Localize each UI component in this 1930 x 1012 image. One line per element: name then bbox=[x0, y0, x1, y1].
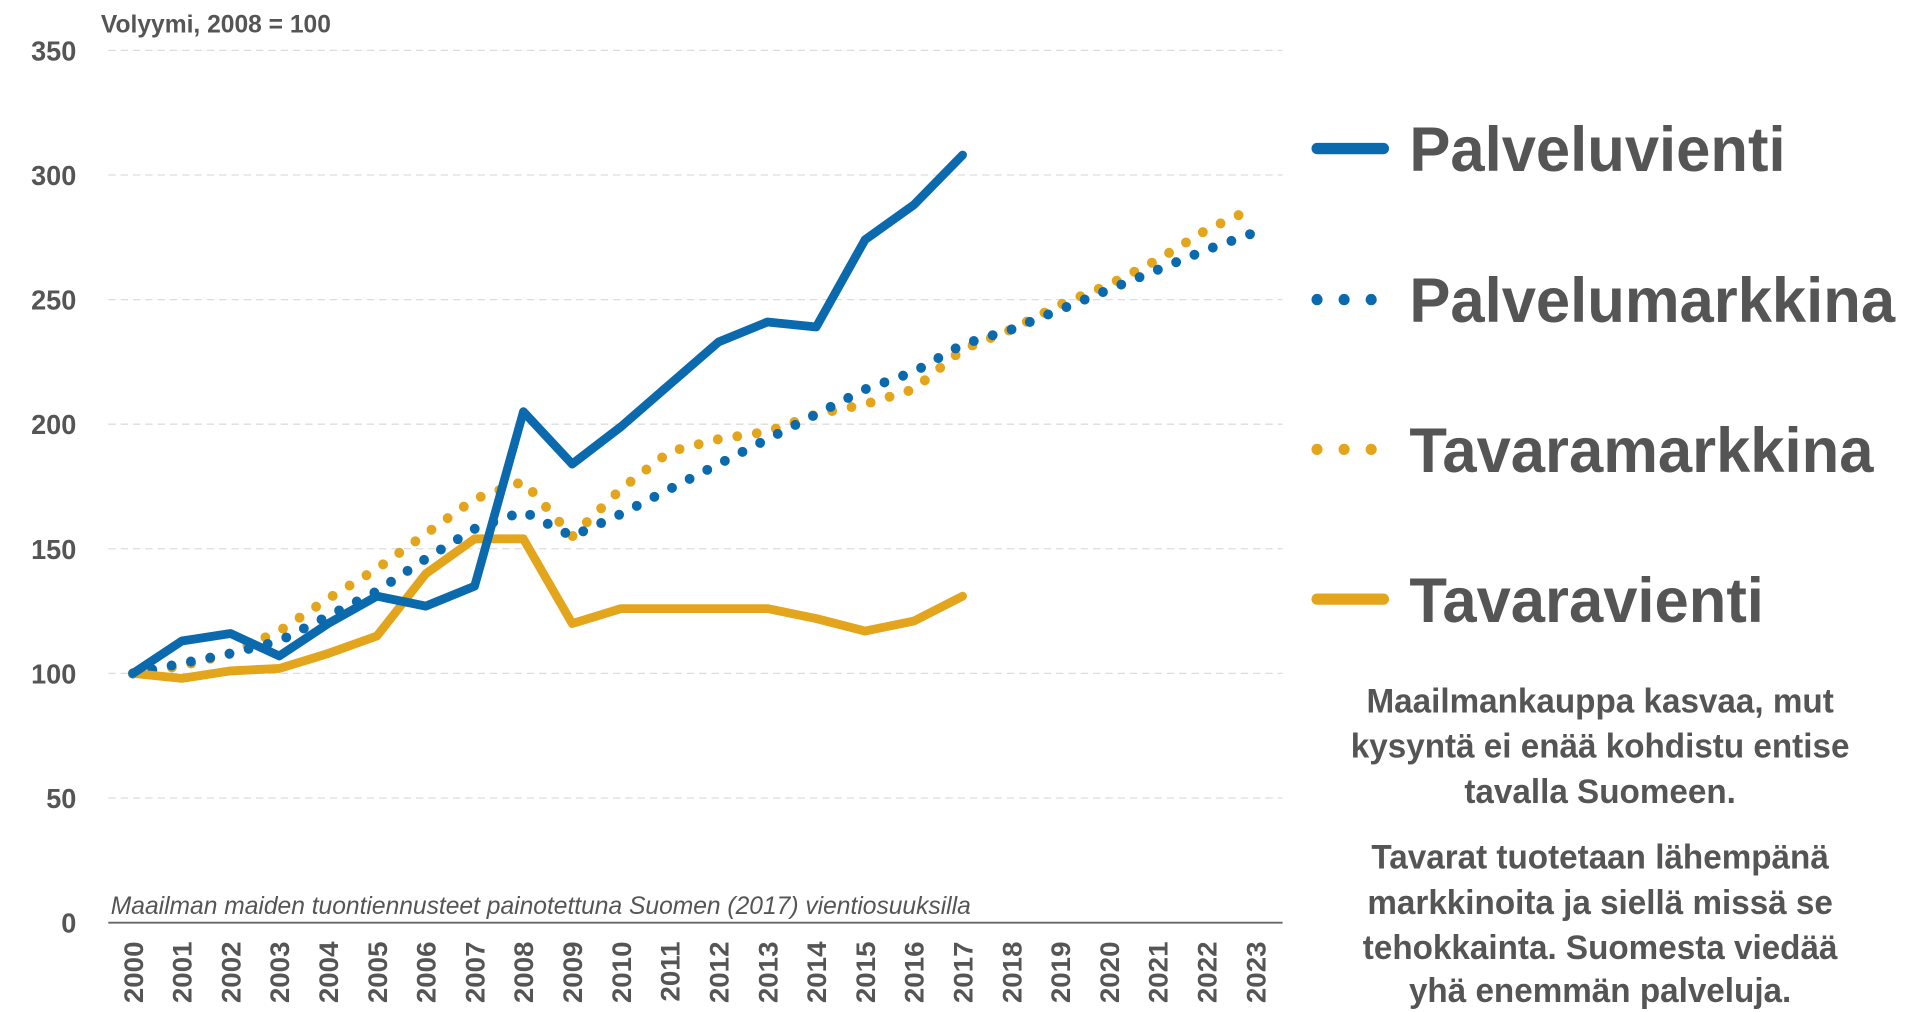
x-tick-label: 2014 bbox=[801, 941, 832, 1003]
x-tick-label: 2003 bbox=[264, 942, 295, 1004]
x-tick-label: 2000 bbox=[118, 942, 149, 1004]
y-tick-label: 200 bbox=[31, 409, 76, 440]
note: Maailman maiden tuontiennusteet painotet… bbox=[111, 892, 971, 920]
x-tick-label: 2019 bbox=[1045, 942, 1076, 1004]
legend-label: Palvelumarkkina bbox=[1409, 267, 1895, 337]
x-tick-label: 2009 bbox=[557, 942, 588, 1004]
line bbox=[128, 534, 967, 683]
x-tick-label: 2007 bbox=[460, 942, 491, 1004]
dotted-line bbox=[128, 227, 1261, 679]
x-tick-label: 2008 bbox=[509, 942, 540, 1004]
annotation: yhä enemmän palveluja. bbox=[1409, 973, 1791, 1010]
line bbox=[128, 150, 967, 678]
x-tick-label: 2021 bbox=[1143, 942, 1174, 1004]
y-tick-label: 250 bbox=[31, 284, 76, 315]
y-tick-label: 150 bbox=[31, 534, 76, 565]
x-tick-label: 2004 bbox=[313, 941, 344, 1003]
x-tick-label: 2022 bbox=[1192, 942, 1223, 1004]
legend-label: Tavaravienti bbox=[1409, 566, 1764, 636]
y-tick-label: 0 bbox=[61, 907, 76, 938]
y-tick-label: 50 bbox=[46, 783, 76, 814]
annotation: Maailmankauppa kasvaa, mut bbox=[1366, 683, 1833, 720]
x-tick-label: 2006 bbox=[411, 942, 442, 1004]
y-tick-label: 100 bbox=[31, 658, 76, 689]
x-tick-label: 2023 bbox=[1241, 942, 1272, 1004]
x-tick-label: 2010 bbox=[606, 942, 637, 1004]
annotation: tavalla Suomeen. bbox=[1464, 774, 1736, 811]
x-tick-label: 2011 bbox=[655, 942, 686, 1002]
annotation: markkinoita ja siellä missä se bbox=[1367, 884, 1833, 921]
annotation: kysyntä ei enää kohdistu entise bbox=[1351, 728, 1850, 765]
x-tick-label: 2020 bbox=[1094, 942, 1125, 1004]
x-tick-label: 2002 bbox=[216, 942, 247, 1004]
y-tick-label: 300 bbox=[31, 160, 76, 191]
annotation: Tavarat tuotetaan lähempänä bbox=[1371, 839, 1829, 876]
annotation: tehokkainta. Suomesta viedää bbox=[1363, 930, 1838, 967]
x-tick-label: 2012 bbox=[704, 942, 735, 1004]
y-tick-label: 350 bbox=[31, 35, 76, 66]
x-tick-label: 2005 bbox=[362, 942, 393, 1004]
x-tick-label: 2015 bbox=[850, 942, 881, 1004]
dotted-line bbox=[128, 202, 1261, 679]
x-tick-label: 2013 bbox=[753, 942, 784, 1004]
legend-label: Tavaramarkkina bbox=[1409, 416, 1873, 486]
y-axis-label: Volyymi, 2008 = 100 bbox=[101, 10, 331, 38]
x-tick-label: 2001 bbox=[167, 942, 198, 1004]
x-tick-label: 2018 bbox=[997, 942, 1028, 1004]
x-tick-label: 2016 bbox=[899, 942, 930, 1004]
x-tick-label: 2017 bbox=[948, 942, 979, 1004]
legend-label: Palveluvienti bbox=[1409, 116, 1785, 186]
